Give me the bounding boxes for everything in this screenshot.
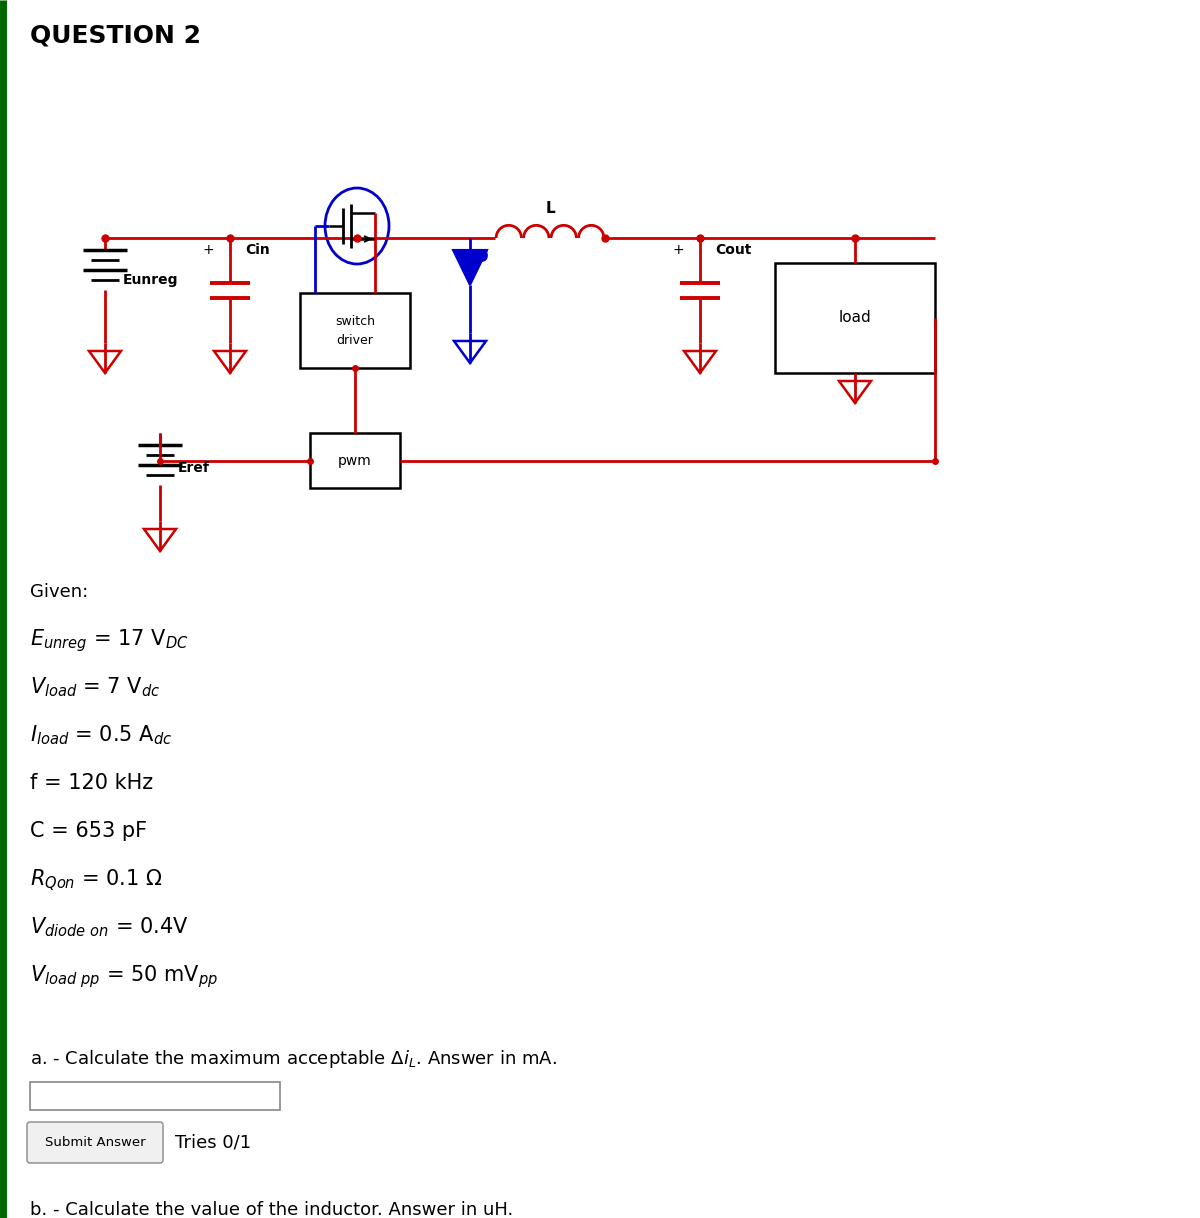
Text: driver: driver bbox=[336, 334, 373, 347]
Polygon shape bbox=[454, 250, 487, 285]
Bar bbox=[775, 263, 935, 373]
FancyBboxPatch shape bbox=[28, 1122, 163, 1163]
Bar bbox=[300, 294, 410, 368]
Text: L: L bbox=[545, 201, 554, 216]
Text: Cin: Cin bbox=[245, 244, 270, 257]
Text: b. - Calculate the value of the inductor. Answer in uH.: b. - Calculate the value of the inductor… bbox=[30, 1201, 514, 1218]
Text: QUESTION 2: QUESTION 2 bbox=[30, 23, 202, 48]
Text: +: + bbox=[202, 244, 214, 257]
Text: $V_{load\ pp}$ = 50 mV$_{pp}$: $V_{load\ pp}$ = 50 mV$_{pp}$ bbox=[30, 962, 218, 989]
Text: C = 653 pF: C = 653 pF bbox=[30, 821, 148, 840]
Text: Submit Answer: Submit Answer bbox=[44, 1136, 145, 1149]
Text: $V_{diode\ on}$ = 0.4V: $V_{diode\ on}$ = 0.4V bbox=[30, 915, 188, 939]
Text: D: D bbox=[475, 248, 488, 267]
Text: f = 120 kHz: f = 120 kHz bbox=[30, 773, 154, 793]
Text: load: load bbox=[839, 311, 871, 325]
Text: $E_{unreg}$ = 17 V$_{DC}$: $E_{unreg}$ = 17 V$_{DC}$ bbox=[30, 627, 188, 654]
Text: pwm: pwm bbox=[338, 453, 372, 468]
Text: switch: switch bbox=[335, 315, 374, 328]
Text: Tries 0/1: Tries 0/1 bbox=[175, 1134, 251, 1151]
Bar bbox=[30, 1082, 280, 1110]
Text: Given:: Given: bbox=[30, 583, 89, 600]
Text: $I_{load}$ = 0.5 A$_{dc}$: $I_{load}$ = 0.5 A$_{dc}$ bbox=[30, 723, 172, 747]
Text: +: + bbox=[672, 244, 684, 257]
Text: $R_{Qon}$ = 0.1 Ω: $R_{Qon}$ = 0.1 Ω bbox=[30, 867, 162, 893]
Text: $V_{load}$ = 7 V$_{dc}$: $V_{load}$ = 7 V$_{dc}$ bbox=[30, 675, 161, 699]
Text: Eunreg: Eunreg bbox=[124, 273, 179, 287]
Text: Eref: Eref bbox=[178, 460, 210, 475]
Bar bbox=[310, 434, 400, 488]
Text: a. - Calculate the maximum acceptable $\Delta i_{L}$. Answer in mA.: a. - Calculate the maximum acceptable $\… bbox=[30, 1047, 557, 1069]
Text: Cout: Cout bbox=[715, 244, 751, 257]
